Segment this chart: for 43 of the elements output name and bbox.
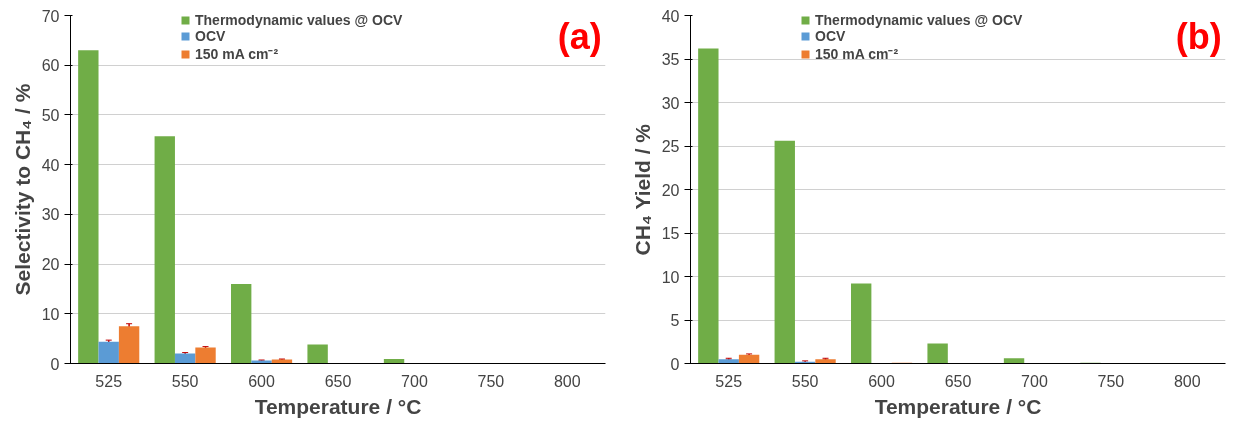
y-tick-label: 0 xyxy=(50,355,60,373)
y-tick-label: 35 xyxy=(661,51,680,68)
legend-label: OCV xyxy=(815,28,846,44)
x-axis-title: Temperature / °C xyxy=(874,394,1042,418)
y-tick-label: 20 xyxy=(661,181,680,199)
y-tick-label: 20 xyxy=(41,256,60,274)
annotation: (a) xyxy=(557,15,602,57)
x-tick-label: 650 xyxy=(944,372,972,390)
legend-label: 150 mA cm⁻² xyxy=(815,45,899,63)
y-tick-label: 50 xyxy=(41,106,60,124)
y-axis-title: CH₄ Yield / % xyxy=(630,123,654,256)
y-tick-label: 60 xyxy=(41,57,60,75)
x-tick-label: 650 xyxy=(324,372,352,390)
y-tick-label: 10 xyxy=(661,268,680,286)
y-tick-label: 40 xyxy=(661,7,680,25)
x-tick-label: 700 xyxy=(1021,372,1048,390)
y-tick-label: 30 xyxy=(41,206,60,224)
legend-label: 150 mA cm⁻² xyxy=(195,45,279,63)
y-tick-label: 10 xyxy=(41,305,60,323)
x-tick-label: 600 xyxy=(248,372,276,390)
y-tick-label: 25 xyxy=(661,138,680,155)
y-tick-label: 30 xyxy=(661,94,680,112)
annotation: (b) xyxy=(1175,15,1222,57)
x-tick-label: 550 xyxy=(791,372,819,390)
x-axis-title: Temperature / °C xyxy=(254,394,422,418)
y-tick-label: 5 xyxy=(670,312,680,329)
y-tick-label: 15 xyxy=(661,225,680,242)
x-tick-label: 550 xyxy=(171,372,199,390)
x-tick-label: 525 xyxy=(715,372,743,390)
legend-label: Thermodynamic values @ OCV xyxy=(815,14,1023,28)
y-axis-title: Selectivity to CH₄ / % xyxy=(10,83,34,296)
x-tick-label: 700 xyxy=(401,372,428,390)
x-tick-label: 800 xyxy=(1173,372,1201,390)
x-tick-label: 750 xyxy=(1097,372,1125,390)
x-tick-label: 525 xyxy=(95,372,123,390)
legend-label: Thermodynamic values @ OCV xyxy=(195,14,403,28)
x-tick-label: 800 xyxy=(553,372,581,390)
y-tick-label: 0 xyxy=(670,355,680,373)
x-tick-label: 750 xyxy=(477,372,505,390)
y-tick-label: 40 xyxy=(41,156,60,174)
x-tick-label: 600 xyxy=(868,372,896,390)
y-tick-label: 70 xyxy=(41,7,60,25)
legend-label: OCV xyxy=(195,28,226,44)
